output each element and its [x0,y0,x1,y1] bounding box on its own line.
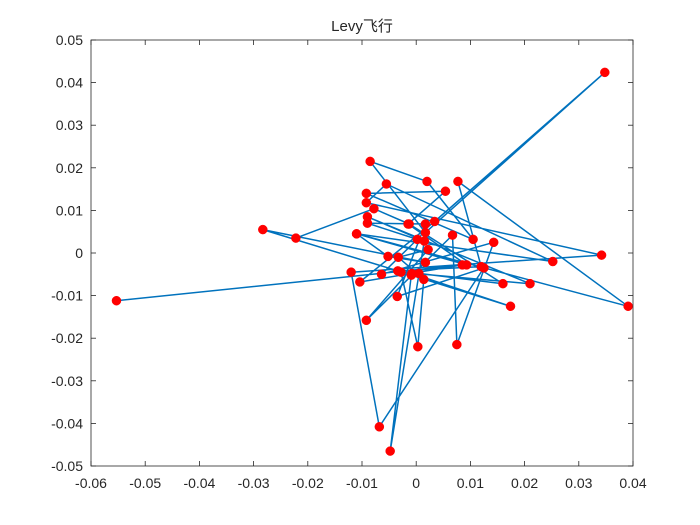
flight-point [413,341,423,352]
flight-markers [111,67,633,456]
flight-point [488,237,499,248]
flight-point [420,227,431,238]
flight-point [351,229,362,239]
flight-point [623,301,633,311]
flight-point [498,278,508,289]
flight-point [423,244,433,255]
x-tick-label: -0.02 [292,475,324,491]
y-tick-label: 0.02 [56,160,83,176]
flight-point [355,277,365,287]
chart-title: Levy飞行 [331,18,393,35]
flight-point [383,251,393,262]
flight-point [111,295,122,306]
flight-point [419,236,430,246]
y-tick-label: 0.01 [56,202,83,218]
flight-point [452,339,462,350]
x-tick-label: -0.04 [183,475,215,491]
flight-point [420,219,431,229]
flight-point [596,250,607,260]
x-tick-label: 0 [412,475,420,491]
y-tick-label: -0.05 [51,458,83,474]
flight-point [392,291,402,302]
flight-point [381,179,392,189]
x-tick-label: -0.03 [238,475,270,491]
y-tick-label: -0.04 [51,415,83,431]
flight-point [525,278,535,289]
flight-point [346,267,356,277]
flight-point [396,267,406,277]
flight-point [361,197,372,208]
flight-point [369,203,379,214]
flight-point [361,315,372,326]
y-tick-label: -0.02 [51,330,83,346]
y-tick-label: 0.05 [56,32,83,48]
axis-ticks [90,39,634,467]
flight-point [422,176,432,187]
flight-point [461,260,472,270]
flight-point [447,230,458,240]
plot-area [91,40,633,466]
flight-point [291,233,301,243]
x-tick-label: 0.03 [565,475,592,491]
x-tick-label: 0.04 [619,475,646,491]
x-tick-label: 0.02 [511,475,538,491]
flight-point [362,212,373,222]
x-tick-label: -0.06 [75,475,107,491]
flight-point [548,256,558,267]
flight-point [374,422,385,432]
flight-point [440,186,451,196]
flight-point [393,252,404,263]
flight-point [479,263,489,273]
flight-point [404,219,414,229]
flight-point [429,216,440,227]
flight-point [414,268,424,279]
flight-point [361,188,372,199]
flight-point [420,257,431,268]
flight-point [376,269,387,280]
y-tick-label: 0.03 [56,117,83,133]
flight-point [365,156,375,167]
x-tick-label: 0.01 [457,475,484,491]
y-tick-label: -0.03 [51,373,83,389]
y-tick-label: -0.01 [51,288,83,304]
flight-point [468,234,478,245]
flight-point [385,446,395,456]
flight-point [600,67,610,78]
flight-point [505,301,516,311]
y-tick-label: 0 [75,245,83,261]
flight-point [258,224,268,235]
flight-point [453,176,463,187]
x-tick-label: -0.01 [346,475,378,491]
y-tick-labels: 0.05 0.04 0.03 0.02 0.01 0 -0.01 -0.02 -0.03 -0.0… [51,32,83,474]
y-tick-label: 0.04 [56,75,83,91]
x-tick-label: -0.05 [129,475,161,491]
x-tick-labels: -0.06 -0.05 -0.04 -0.03 -0.02 -0.01 0 0.01 0.02 0… [75,475,647,491]
